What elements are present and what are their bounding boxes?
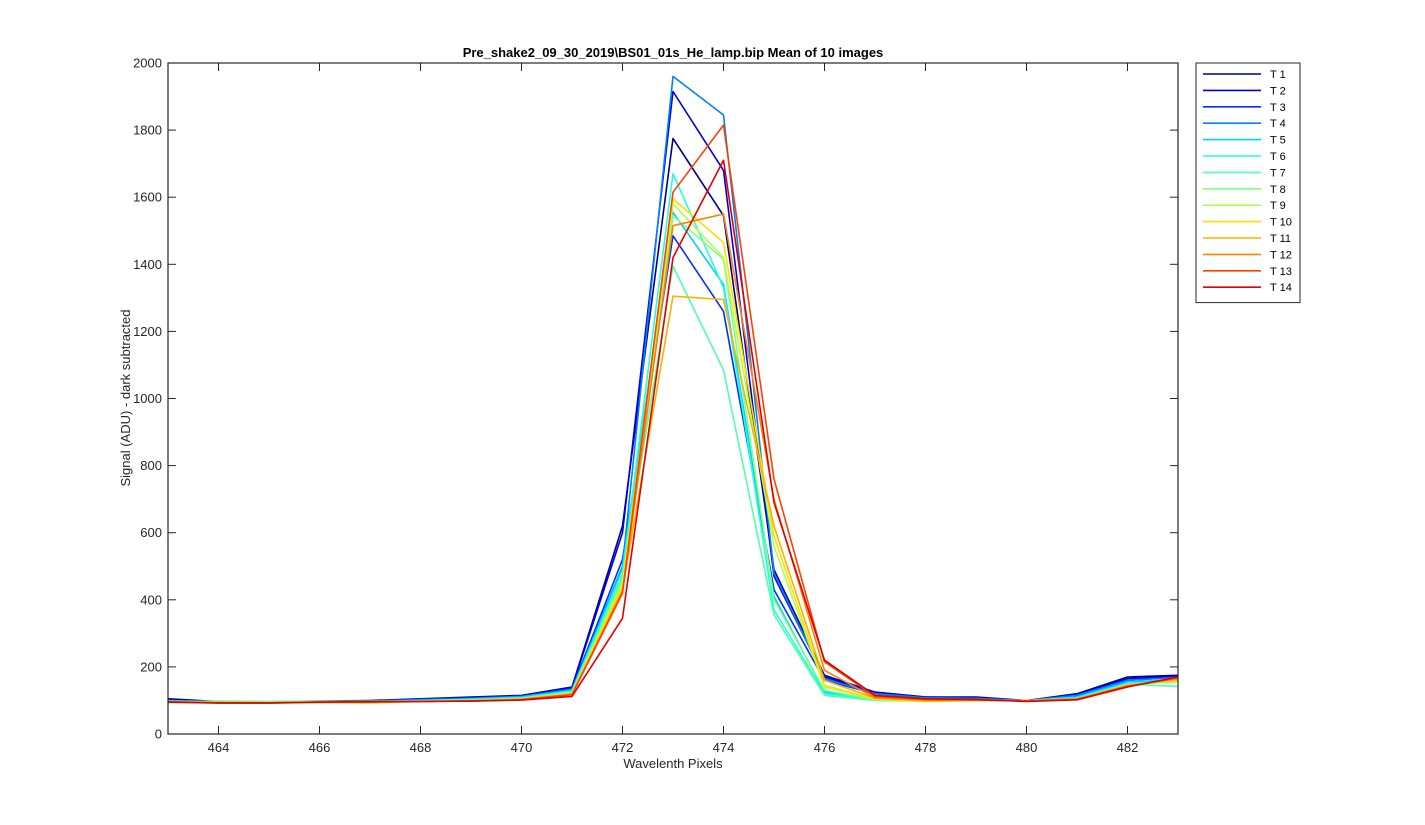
y-tick-label: 2000 — [133, 56, 162, 71]
legend-label-t10: T 10 — [1270, 217, 1292, 229]
series-line-t14 — [168, 159, 1178, 704]
legend-label-t1: T 1 — [1270, 69, 1286, 81]
x-tick-label: 482 — [1117, 740, 1139, 755]
x-tick-label: 464 — [208, 740, 230, 755]
legend-label-t6: T 6 — [1270, 151, 1286, 163]
legend-label-t9: T 9 — [1270, 200, 1286, 212]
legend-label-t7: T 7 — [1270, 167, 1286, 179]
legend-label-t5: T 5 — [1270, 135, 1286, 147]
y-tick-label: 1600 — [133, 190, 162, 205]
x-tick-label: 476 — [814, 740, 836, 755]
y-tick-label: 1200 — [133, 324, 162, 339]
y-tick-label: 1000 — [133, 391, 162, 406]
x-tick-label: 478 — [915, 740, 937, 755]
x-tick-label: 468 — [410, 740, 432, 755]
x-tick-label: 480 — [1016, 740, 1038, 755]
x-axis-title: Wavelenth Pixels — [623, 756, 723, 771]
x-tick-label: 472 — [612, 740, 634, 755]
legend-label-t12: T 12 — [1270, 249, 1292, 261]
legend-label-t13: T 13 — [1270, 266, 1292, 278]
x-tick-label: 470 — [511, 740, 533, 755]
y-tick-label: 1800 — [133, 123, 162, 138]
plot-area: 464 466 468 470 472 474 476 478 480 482 0 200 400 600… — [133, 56, 1179, 755]
x-tick-label: 466 — [309, 740, 331, 755]
legend: T 1 T 2 T 3 T 4 T 5 T 6 T 7 T 8 T 9 T 10 T 11 T 12 T… — [1195, 62, 1301, 304]
y-tick-label: 600 — [140, 525, 162, 540]
chart-title: Pre_shake2_09_30_2019\BS01_01s_He_lamp.b… — [463, 45, 884, 60]
y-tick-label: 0 — [155, 727, 162, 742]
y-tick-label: 400 — [140, 592, 162, 607]
legend-label-t11: T 11 — [1270, 233, 1291, 245]
series-group — [168, 75, 1178, 704]
x-tick-label: 474 — [713, 740, 735, 755]
legend-label-t3: T 3 — [1270, 102, 1286, 114]
legend-label-t8: T 8 — [1270, 184, 1286, 196]
legend-label-t4: T 4 — [1270, 118, 1286, 130]
y-tick-label: 800 — [140, 458, 162, 473]
y-tick-label: 200 — [140, 659, 162, 674]
y-axis-title: Signal (ADU) - dark subtracted — [118, 309, 133, 486]
legend-label-t2: T 2 — [1270, 85, 1286, 97]
legend-box — [1195, 62, 1301, 304]
y-tick-label: 1400 — [133, 257, 162, 272]
legend-label-t14: T 14 — [1270, 282, 1292, 294]
